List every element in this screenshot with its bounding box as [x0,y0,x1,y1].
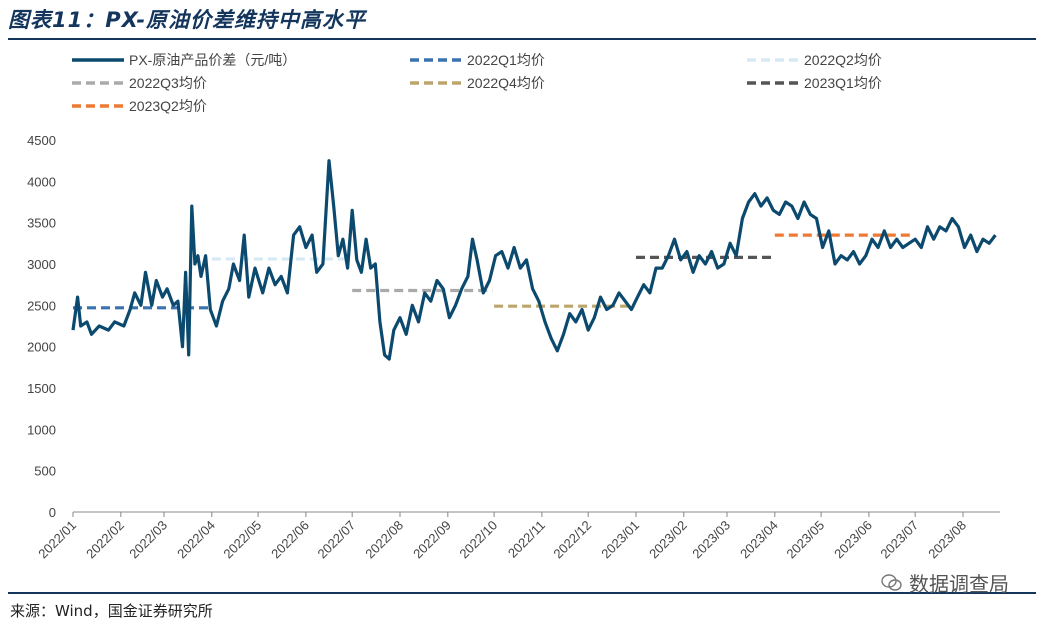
legend-label: 2022Q3均价 [129,75,207,91]
wechat-icon [881,573,902,591]
x-tick-label: 2022/10 [456,518,500,562]
legend-label: 2023Q1均价 [804,75,882,91]
x-tick-label: 2023/01 [598,518,642,562]
y-tick-label: 500 [34,464,56,479]
x-tick-label: 2022/01 [35,518,79,562]
x-tick-label: 2023/02 [646,518,690,562]
series-line-px-spread [71,159,997,361]
y-tick-label: 2500 [27,298,56,313]
y-tick-label: 1500 [27,381,56,396]
x-tick-label: 2022/12 [550,518,594,562]
x-tick-label: 2023/06 [831,518,875,562]
legend-label: 2023Q2均价 [129,98,207,114]
x-tick-label: 2023/03 [689,518,733,562]
y-tick-label: 3000 [27,257,56,272]
x-tick-label: 2023/05 [783,518,827,562]
x-tick-label: 2022/11 [505,518,548,561]
x-tick-label: 2022/03 [126,518,170,562]
y-tick-label: 2000 [27,340,56,355]
x-axis: 2022/01 2022/02 2022/03 2022/04 2022/05 2022/… [35,511,1000,562]
x-tick-label: 2023/08 [925,518,969,562]
x-tick-label: 2022/02 [83,518,127,562]
x-tick-label: 2023/07 [877,518,921,562]
chart-title: 图表11：PX-原油价差维持中高水平 [8,8,367,32]
watermark: 数据调查局 [881,568,1009,597]
x-tick-label: 2022/05 [220,518,264,562]
y-tick-label: 3500 [27,216,56,231]
y-tick-label: 1000 [27,422,56,437]
title-divider [8,38,1036,40]
plot-area [71,159,997,361]
legend-label: 2022Q1均价 [467,52,545,68]
x-tick-label: 2023/04 [737,518,781,562]
x-tick-label: 2022/09 [410,518,454,562]
y-axis: 0 500 1000 1500 2000 2500 3000 3500 4000 4500 [27,133,56,520]
legend: PX-原油产品价差（元/吨） 2022Q1均价 2022Q2均价 2022Q3均价 20… [72,52,882,114]
y-tick-label: 0 [49,505,56,520]
x-tick-label: 2022/07 [314,518,358,562]
x-tick-label: 2022/06 [268,518,312,562]
chart-svg: PX-原油产品价差（元/吨） 2022Q1均价 2022Q2均价 2022Q3均价 20… [27,52,1000,562]
legend-label: 2022Q2均价 [804,52,882,68]
source-note: 来源：Wind，国金证券研究所 [10,602,213,620]
x-tick-label: 2022/04 [174,518,218,562]
watermark-text: 数据调查局 [909,572,1009,596]
legend-label: 2022Q4均价 [467,75,545,91]
y-tick-label: 4500 [27,133,56,148]
y-tick-label: 4000 [27,174,56,189]
footer-divider [8,592,1036,594]
x-tick-label: 2022/08 [362,518,406,562]
legend-label: PX-原油产品价差（元/吨） [129,52,296,68]
